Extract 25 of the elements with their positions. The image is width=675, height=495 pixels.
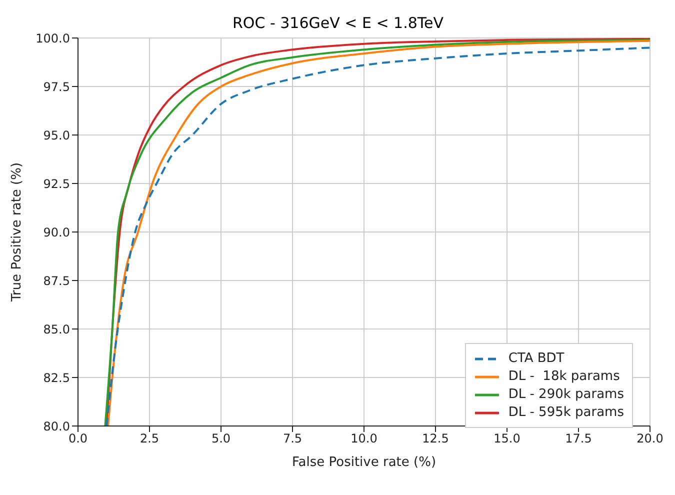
y-tick-label: 85.0 (43, 322, 70, 336)
y-tick-label: 80.0 (43, 419, 70, 434)
x-tick-label: 15.0 (494, 432, 520, 446)
y-tick-label: 92.5 (43, 176, 70, 191)
y-axis-title: True Positive rate (%) (10, 162, 25, 303)
legend-label: DL - 595k params (508, 405, 624, 420)
y-tick-label: 90.0 (43, 225, 70, 240)
chart-title: ROC - 316GeV < E < 1.8TeV (231, 14, 445, 32)
x-tick-label: 17.5 (565, 432, 592, 446)
x-tick-label: 10.0 (350, 432, 378, 446)
x-tick-label: 7.5 (282, 432, 302, 446)
y-tick-label: 87.5 (43, 274, 70, 288)
x-tick-label: 5.0 (211, 432, 231, 446)
x-axis-title: False Positive rate (%) (292, 455, 436, 470)
x-tick-label: 2.5 (140, 432, 160, 446)
x-tick-label: 0.0 (68, 432, 88, 446)
legend-label: DL - 18k params (508, 369, 620, 384)
x-tick-label: 20.0 (636, 432, 664, 446)
y-tick-label: 82.5 (43, 370, 70, 385)
legend-label: CTA BDT (508, 351, 564, 366)
y-tick-label: 97.5 (43, 80, 70, 94)
y-tick-label: 100.0 (36, 31, 70, 46)
legend-label: DL - 290k params (508, 387, 624, 402)
y-tick-label: 95.0 (43, 128, 70, 142)
x-tick-label: 12.5 (422, 432, 449, 446)
